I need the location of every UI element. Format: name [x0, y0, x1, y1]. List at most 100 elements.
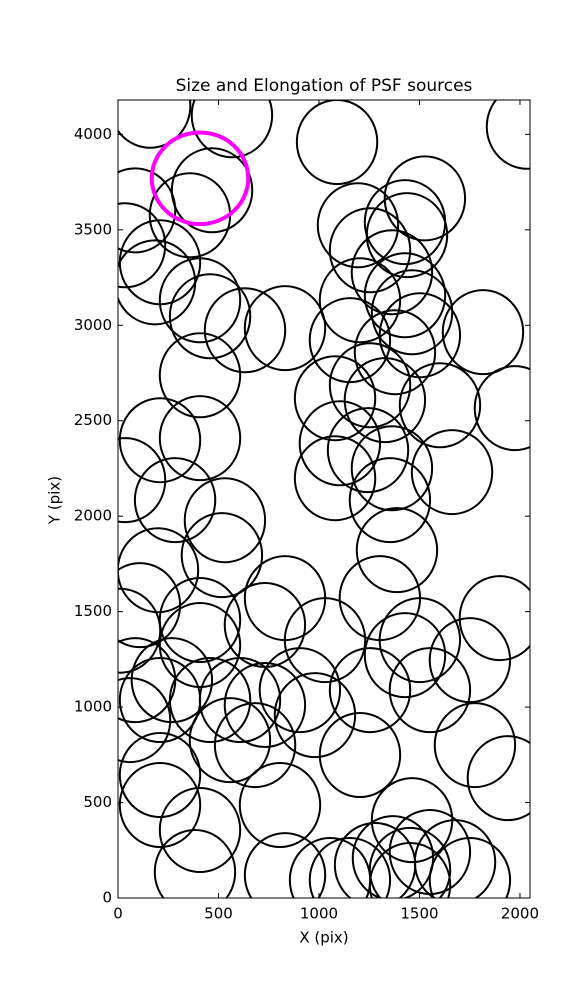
psf-ellipse [348, 457, 432, 544]
psf-ellipse [328, 342, 412, 429]
psf-ellipse [318, 712, 402, 799]
axes-frame [117, 99, 531, 899]
psf-ellipse [149, 130, 251, 227]
y-tick-label: 3000 [74, 316, 112, 334]
psf-ellipse [118, 762, 202, 849]
psf-ellipse [326, 407, 410, 494]
chart-title: Size and Elongation of PSF sources [176, 76, 473, 96]
x-tick-label: 500 [204, 905, 233, 923]
psf-ellipse [328, 647, 412, 734]
psf-ellipse [295, 100, 379, 185]
x-axis-label: X (pix) [299, 929, 348, 947]
psf-ellipse [410, 429, 494, 516]
psf-ellipse [365, 192, 449, 279]
y-tick-label: 2000 [74, 507, 112, 525]
psf-ellipse [378, 597, 462, 684]
y-tick-label: 500 [83, 793, 112, 811]
psf-ellipse [158, 332, 242, 419]
psf-ellipse [213, 702, 297, 789]
psf-ellipse [118, 167, 177, 254]
x-tick-label: 1500 [400, 905, 438, 923]
psf-ellipse [238, 762, 322, 849]
psf-ellipse [190, 100, 274, 159]
psf-ellipse [118, 732, 202, 819]
psf-ellipse [333, 821, 417, 898]
psf-ellipse [388, 647, 472, 734]
psf-ellipse [350, 425, 434, 512]
psf-ellipse [118, 100, 192, 149]
psf-ellipse [433, 702, 517, 789]
psf-ellipse [118, 437, 167, 524]
psf-ellipse [180, 512, 264, 599]
psf-ellipse [485, 100, 530, 170]
y-tick-label: 3500 [74, 220, 112, 238]
psf-ellipse [398, 362, 482, 449]
psf-ellipse [293, 435, 377, 522]
psf-ellipse [350, 229, 434, 316]
psf-ellipse [308, 297, 392, 384]
psf-ellipse [283, 597, 367, 684]
psf-ellipse [466, 735, 530, 822]
psf-ellipse [170, 147, 254, 234]
psf-ellipse [355, 507, 439, 594]
x-tick-label: 1000 [300, 905, 338, 923]
psf-ellipse [118, 202, 167, 289]
psf-ellipse [328, 207, 412, 294]
psf-ellipse [118, 527, 200, 614]
psf-ellipse [258, 647, 342, 734]
y-tick-label: 4000 [74, 125, 112, 143]
psf-ellipse [441, 289, 525, 376]
psf-ellipse [158, 395, 242, 482]
psf-ellipse [428, 837, 512, 898]
psf-ellipse [158, 787, 242, 874]
psf-ellipse [118, 587, 162, 674]
x-tick-label: 2000 [501, 905, 539, 923]
psf-ellipse [473, 365, 530, 452]
y-tick-label: 1000 [74, 698, 112, 716]
psf-ellipse [298, 400, 382, 487]
psf-ellipse [370, 269, 454, 356]
psf-ellipse [243, 832, 327, 898]
y-axis-label: Y (pix) [46, 476, 64, 525]
psf-ellipse [188, 697, 272, 784]
psf-ellipse [363, 612, 447, 699]
psf-ellipse [118, 239, 197, 326]
psf-ellipse [378, 292, 462, 379]
psf-ellipse [316, 182, 400, 269]
psf-ellipse [158, 602, 242, 689]
y-tick-label: 1500 [74, 602, 112, 620]
psf-ellipse [203, 287, 287, 374]
psf-ellipse [363, 252, 447, 339]
psf-ellipse [223, 661, 307, 748]
psf-ellipse [428, 617, 512, 704]
x-tick-label: 0 [113, 905, 123, 923]
psf-ellipse [353, 309, 437, 396]
psf-ellipse [118, 677, 172, 764]
y-tick-label: 2500 [74, 411, 112, 429]
psf-ellipse [458, 575, 530, 662]
psf-ellipse [118, 397, 202, 484]
psf-ellipse [383, 155, 467, 242]
psf-ellipse [293, 355, 377, 442]
psf-ellipse [243, 285, 327, 372]
psf-ellipse [153, 829, 237, 898]
psf-ellipse [343, 357, 427, 444]
psf-ellipse [118, 562, 182, 649]
psf-ellipse [168, 273, 252, 360]
y-tick-label: 0 [102, 889, 112, 907]
psf-ellipse [308, 837, 392, 898]
psf-ellipse [288, 837, 372, 898]
psf-ellipse [158, 257, 242, 344]
psf-ellipse [130, 637, 214, 724]
plot-area [118, 100, 530, 898]
psf-ellipse [318, 257, 402, 344]
psf-ellipse [133, 457, 217, 544]
psf-ellipse [351, 815, 435, 898]
psf-ellipse [183, 477, 267, 564]
psf-ellipse [273, 672, 357, 759]
psf-ellipse [168, 657, 252, 744]
psf-ellipse [118, 657, 202, 744]
